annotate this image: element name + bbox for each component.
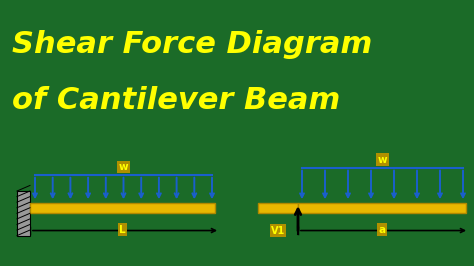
Bar — [17, 191, 30, 236]
Text: L: L — [119, 225, 126, 235]
Text: of Cantilever Beam: of Cantilever Beam — [12, 86, 340, 115]
Bar — [30, 203, 215, 213]
Text: w: w — [378, 155, 387, 165]
Text: V1: V1 — [271, 226, 285, 235]
Text: a: a — [378, 225, 385, 235]
Text: w: w — [118, 162, 128, 172]
Bar — [298, 203, 466, 213]
Text: Shear Force Diagram: Shear Force Diagram — [12, 30, 372, 59]
Bar — [258, 203, 298, 213]
